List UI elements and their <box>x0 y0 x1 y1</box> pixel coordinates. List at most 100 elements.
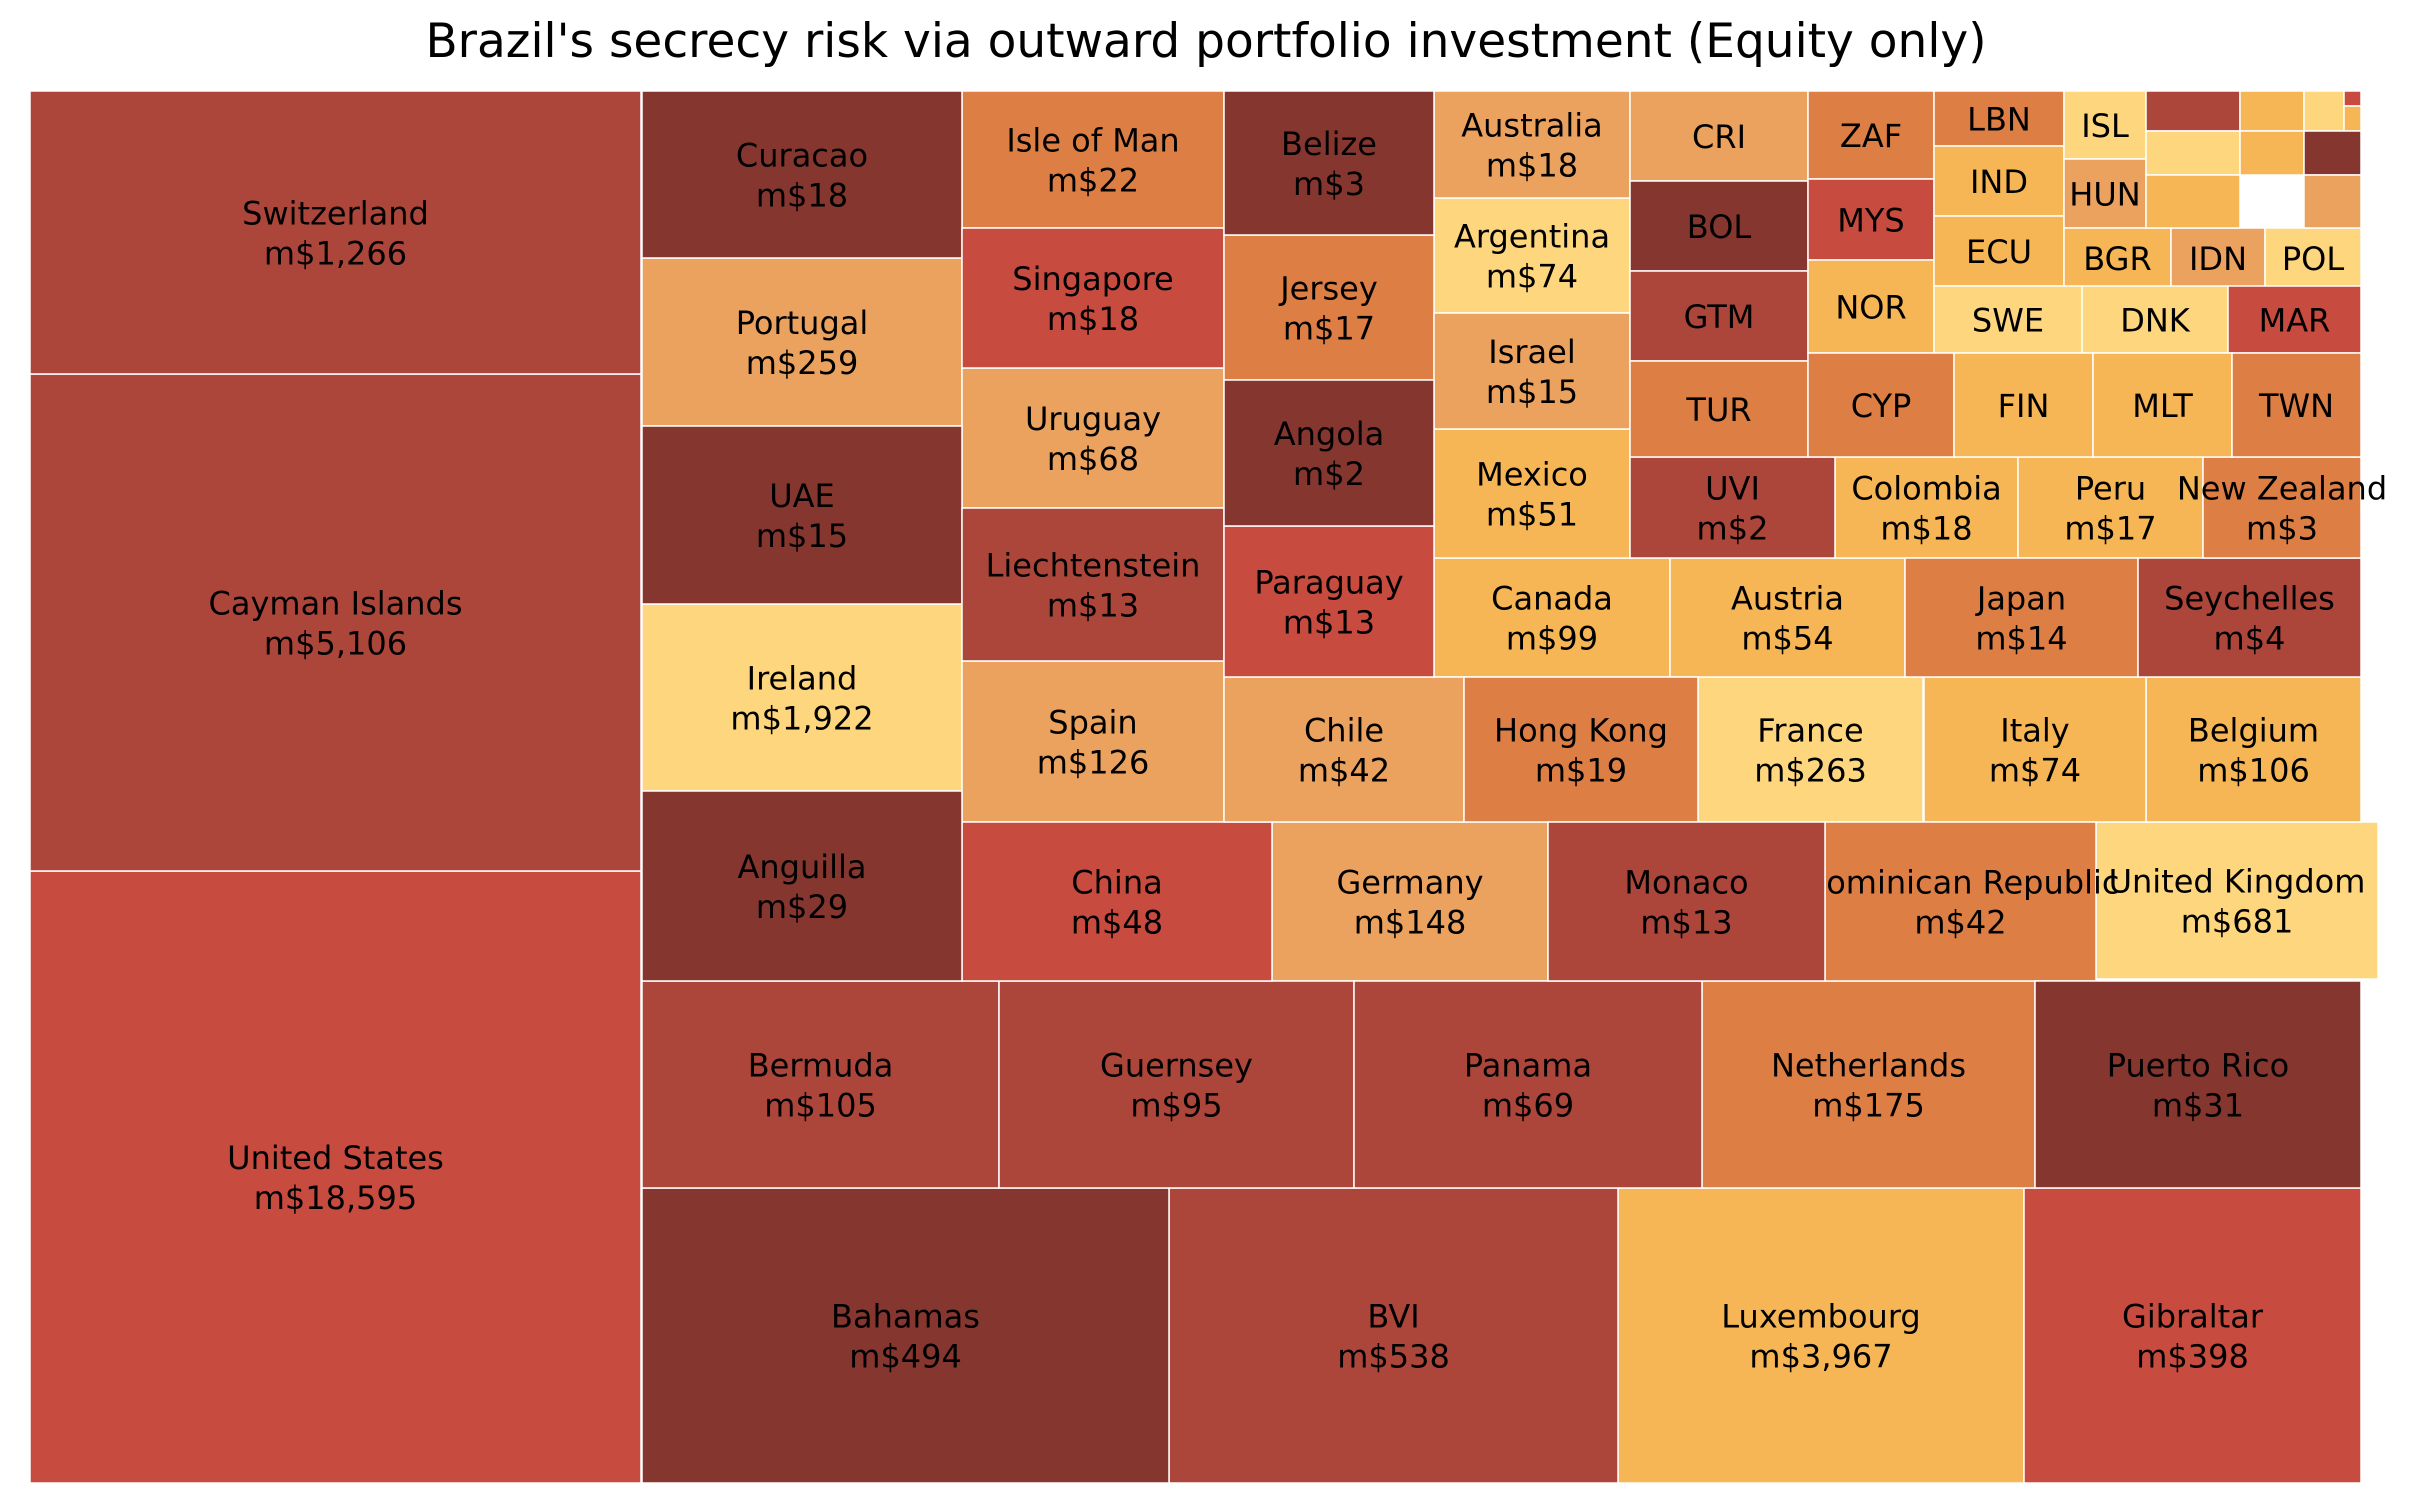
tile-rect <box>2231 352 2362 458</box>
tile-rect <box>641 90 963 259</box>
tile-rect <box>2017 456 2204 559</box>
tile-value-label: m$19 <box>1535 752 1627 790</box>
tile-label: GTM <box>1684 298 1755 336</box>
tile-rect <box>641 257 963 427</box>
tile-label: Uruguay <box>1025 400 1161 438</box>
tile-isl: ISL <box>2063 90 2147 160</box>
tile-value-label: m$99 <box>1506 620 1598 658</box>
tile-rect <box>1433 428 1631 559</box>
chart-title: Brazil's secrecy risk via outward portfo… <box>425 14 1987 69</box>
tile-rect <box>961 507 1225 662</box>
tile-label: Luxembourg <box>1721 1298 1920 1336</box>
tile-hun: HUN <box>2063 158 2147 229</box>
tile-rect <box>29 90 642 375</box>
tile-value-label: m$17 <box>1283 310 1375 348</box>
tile-label: TWN <box>2258 387 2334 425</box>
tile-rect <box>2145 676 2362 823</box>
tile-value-label: m$74 <box>1989 752 2081 790</box>
tile-rect <box>2063 90 2147 160</box>
tile-value-label: m$3 <box>2246 510 2318 548</box>
tile-rect <box>2145 174 2241 229</box>
tile-label: Portugal <box>736 304 869 342</box>
tile-rect <box>2343 105 2362 132</box>
tile-rect <box>2264 227 2362 289</box>
tile-label: France <box>1757 712 1863 750</box>
tile-label: Spain <box>1048 704 1137 742</box>
tile-unlabeled <box>2145 174 2241 229</box>
tile-value-label: m$1,266 <box>264 235 407 273</box>
tile-value-label: m$1,922 <box>730 700 873 738</box>
tile-rect <box>1168 1187 1619 1484</box>
tile-rect <box>1933 145 2065 217</box>
tile-value-label: m$18 <box>756 177 848 215</box>
tile-rect <box>1223 379 1435 527</box>
tile-bgr: BGR <box>2063 227 2172 289</box>
tile-value-label: m$13 <box>1047 587 1139 625</box>
tile-value-label: m$18 <box>1047 300 1139 338</box>
tile-nor: NOR <box>1807 259 1935 354</box>
tile-label: CYP <box>1851 387 1912 425</box>
tile-label: MAR <box>2259 302 2331 340</box>
tile-value-label: m$175 <box>1812 1087 1925 1125</box>
tile-rect <box>2239 90 2305 132</box>
tile-rect <box>1271 821 1549 982</box>
tile-rect <box>2303 130 2362 176</box>
tile-rect <box>2095 821 2379 980</box>
tile-lbn: LBN <box>1933 90 2065 147</box>
tile-rect <box>1697 676 1924 823</box>
tile-value-label: m$14 <box>1975 620 2067 658</box>
tile-rect <box>2137 557 2362 678</box>
tile-rect <box>1807 90 1935 180</box>
tile-value-label: m$2 <box>1293 455 1365 493</box>
tile-rect <box>1463 676 1699 823</box>
tile-rect <box>29 870 642 1484</box>
tile-label: LBN <box>1967 101 2031 139</box>
tile-label: POL <box>2282 240 2344 278</box>
tile-label: TUR <box>1685 391 1751 429</box>
tile-value-label: m$5,106 <box>264 625 407 663</box>
tile-label: Switzerland <box>242 195 429 233</box>
tile-label: Seychelles <box>2164 580 2335 618</box>
tile-unlabeled <box>2145 130 2241 176</box>
tile-rect <box>1824 821 2097 982</box>
tile-rect <box>29 373 642 872</box>
tile-label: Israel <box>1488 333 1575 371</box>
tile-rect <box>1904 557 2139 678</box>
tile-label: ISL <box>2081 107 2129 145</box>
tile-rect <box>641 425 963 605</box>
tile-rect <box>1433 90 1631 199</box>
tile-rect <box>1617 1187 2025 1484</box>
tile-label: ECU <box>1966 233 2032 271</box>
tile-unlabeled <box>2239 130 2305 176</box>
tile-twn: TWN <box>2231 352 2362 458</box>
tile-label: Hong Kong <box>1494 712 1668 750</box>
tile-value-label: m$42 <box>1298 752 1390 790</box>
tile-label: Jersey <box>1278 270 1378 308</box>
tile-rect <box>641 1187 1170 1484</box>
tile-label: New Zealand <box>2177 470 2387 508</box>
tile-value-label: m$68 <box>1047 440 1139 478</box>
